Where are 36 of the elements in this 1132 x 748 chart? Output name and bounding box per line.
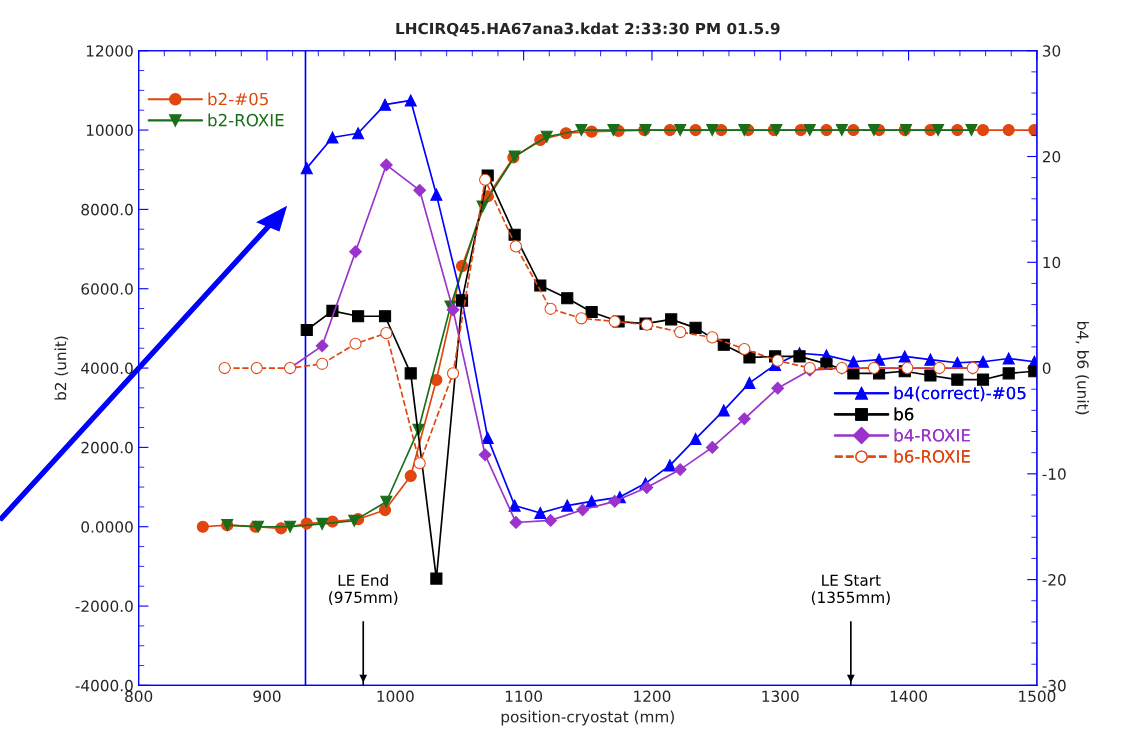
- y-tick-label: -4000.0: [75, 679, 133, 692]
- ref-line-label: LE End (975mm): [329, 574, 398, 605]
- x-tick-label: 800: [125, 690, 153, 703]
- y2-tick-label: -10: [1042, 468, 1066, 480]
- legend-label: b6-ROXIE: [894, 449, 970, 463]
- y2-tick-label: 10: [1043, 256, 1061, 269]
- ref-line-label: LE Start (1355mm): [811, 574, 890, 605]
- y-tick-label: 0.0000: [81, 521, 133, 533]
- legend-label: b4(correct)-#05: [894, 386, 1026, 402]
- y2-tick-label: -20: [1042, 574, 1066, 586]
- chart-title: LHCIRQ45.HA67ana3.kdat 2:33:30 PM 01.5.9: [396, 22, 780, 37]
- legend-label: b6: [894, 407, 914, 421]
- y-tick-label: 6000.0: [81, 283, 133, 295]
- y-tick-label: -2000.0: [75, 600, 133, 613]
- y-tick-label: 4000.0: [81, 362, 133, 375]
- y-tick-label: 12000: [86, 45, 133, 57]
- legend-label: b2-ROXIE: [208, 113, 284, 127]
- legend-label: b4-ROXIE: [894, 428, 970, 442]
- y-tick-label: 2000.0: [81, 441, 133, 454]
- y-tick-label: 10000: [86, 124, 133, 137]
- y2-axis-title: b4, b6 (unit): [1075, 321, 1089, 415]
- x-tick-label: 1000: [377, 690, 414, 703]
- x-tick-label: 1300: [762, 690, 799, 703]
- x-tick-label: 1500: [1019, 690, 1056, 703]
- y2-tick-label: 0: [1042, 362, 1051, 375]
- y2-tick-label: 30: [1042, 45, 1061, 57]
- x-tick-label: 1200: [634, 690, 671, 703]
- x-axis-title: position-cryostat (mm): [501, 710, 674, 726]
- x-tick-label: 1100: [505, 690, 543, 703]
- y2-tick-label: 20: [1042, 150, 1061, 163]
- x-tick-label: 1400: [890, 690, 928, 703]
- y-axis-title: b2 (unit): [54, 336, 69, 400]
- legend-label: b2-#05: [208, 92, 268, 106]
- y-tick-label: 8000.0: [81, 203, 133, 216]
- y2-tick-label: -30: [1042, 679, 1066, 692]
- x-tick-label: 900: [253, 690, 281, 703]
